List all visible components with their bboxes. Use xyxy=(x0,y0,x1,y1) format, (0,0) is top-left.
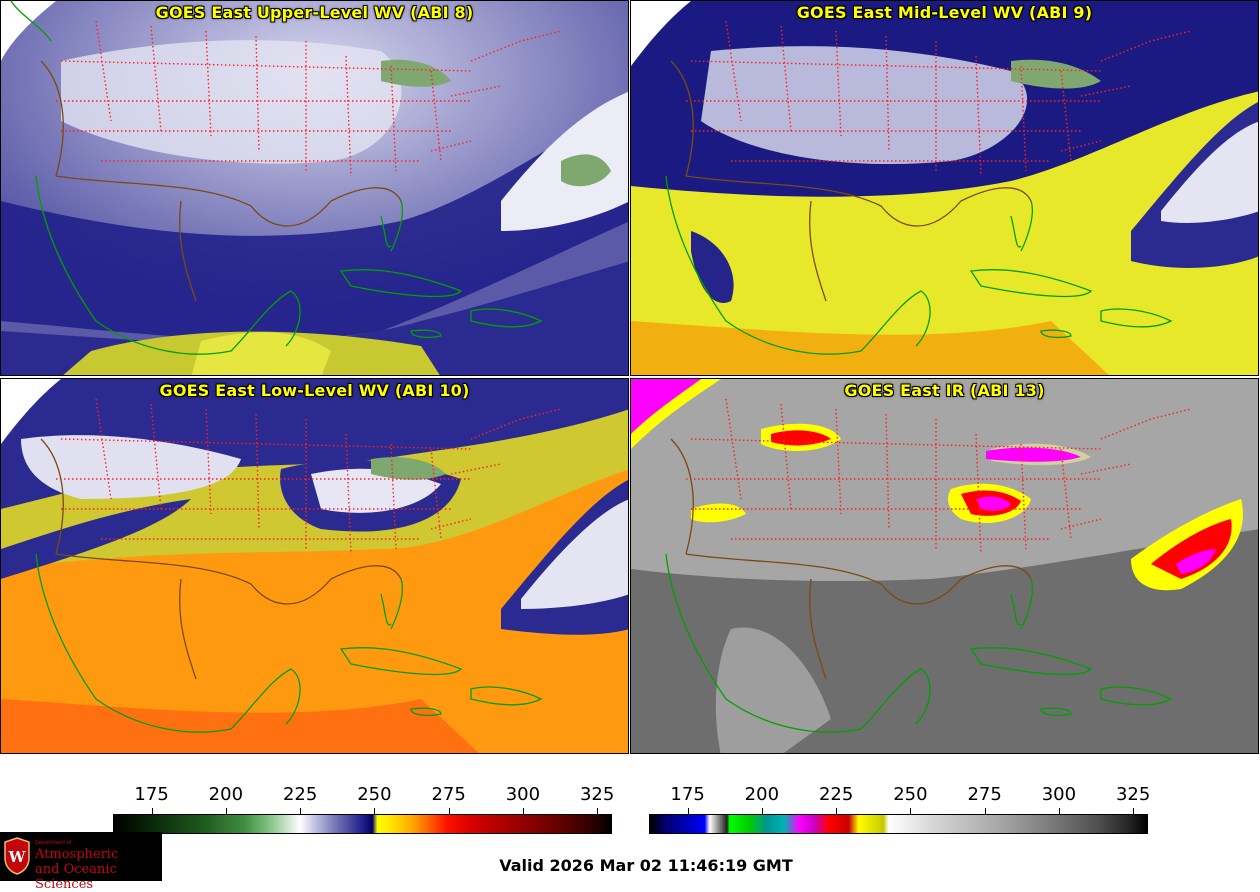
panel-upper-level-wv: GOES East Upper-Level WV (ABI 8) xyxy=(0,0,629,376)
colorbar-tick-mark xyxy=(1133,808,1135,814)
low-level-wv-coastlines xyxy=(35,438,543,733)
panel-title: GOES East Mid-Level WV (ABI 9) xyxy=(796,3,1093,22)
upper-level-wv-imagery xyxy=(1,1,628,375)
logo-department: Department of xyxy=(35,840,72,846)
colorbar-tick-label: 225 xyxy=(282,784,318,805)
colorbar-tick-mark xyxy=(448,808,450,814)
upper-level-wv-coastlines xyxy=(10,1,543,355)
colorbar-tick-mark xyxy=(984,808,986,814)
ir-colorbar-strip xyxy=(649,814,1148,834)
colorbar-tick-mark xyxy=(910,808,912,814)
colorbar-tick-mark xyxy=(374,808,376,814)
colorbar-tick-label: 275 xyxy=(431,784,466,805)
colorbar-tick-label: 300 xyxy=(1041,784,1077,805)
panel-title: GOES East Upper-Level WV (ABI 8) xyxy=(155,3,474,22)
colorbar-tick-mark xyxy=(522,808,524,814)
colorbar-tick-label: 275 xyxy=(967,784,1002,805)
colorbar-tick-mark xyxy=(687,808,689,814)
colorbar-tick-label: 175 xyxy=(134,784,169,805)
colorbar-tick-mark xyxy=(1058,808,1060,814)
mid-level-wv-imagery xyxy=(631,1,1258,375)
ir-colorbar: 175 200 225 250 275 300 325 xyxy=(649,780,1151,840)
svg-text:W: W xyxy=(8,848,27,866)
ir-colorbar-ticks: 175 200 225 250 275 300 325 xyxy=(649,780,1151,814)
valid-time: Valid 2026 Mar 02 11:46:19 GMT xyxy=(499,856,793,875)
uw-crest-icon: W xyxy=(4,837,30,875)
colorbar-tick-label: 175 xyxy=(670,784,705,805)
colorbar-tick-label: 325 xyxy=(1115,784,1151,805)
colorbar-tick-label: 325 xyxy=(579,784,615,805)
panel-title: GOES East Low-Level WV (ABI 10) xyxy=(159,381,470,400)
upper-level-wv-state-lines xyxy=(56,20,562,177)
colorbar-tick-label: 250 xyxy=(357,784,392,805)
colorbar-tick-label: 300 xyxy=(505,784,541,805)
wv-colorbar: 175 200 225 250 275 300 325 xyxy=(113,780,615,840)
low-level-wv-imagery xyxy=(1,379,628,753)
wv-colorbar-strip xyxy=(113,814,612,834)
mid-level-wv-state-lines xyxy=(686,20,1192,177)
low-level-wv-state-lines xyxy=(56,398,562,555)
colorbar-tick-mark xyxy=(225,808,227,814)
panel-ir: GOES East IR (ABI 13) xyxy=(630,378,1259,754)
mid-level-wv-coastlines xyxy=(665,60,1173,355)
wv-colorbar-ticks: 175 200 225 250 275 300 325 xyxy=(113,780,615,814)
panel-mid-level-wv: GOES East Mid-Level WV (ABI 9) xyxy=(630,0,1259,376)
colorbar-tick-label: 200 xyxy=(208,784,244,805)
colorbar-tick-mark xyxy=(151,808,153,814)
colorbar-tick-mark xyxy=(836,808,838,814)
logo-name-line1: Atmospheric xyxy=(35,847,119,862)
ir-state-lines xyxy=(686,398,1192,555)
colorbar-tick-mark xyxy=(300,808,302,814)
colorbar-tick-label: 200 xyxy=(744,784,780,805)
colorbar-tick-mark xyxy=(597,808,599,814)
panel-low-level-wv: GOES East Low-Level WV (ABI 10) xyxy=(0,378,629,754)
panel-title: GOES East IR (ABI 13) xyxy=(844,381,1045,400)
ir-coastlines xyxy=(665,438,1173,733)
colorbar-tick-label: 225 xyxy=(818,784,854,805)
colorbar-tick-label: 250 xyxy=(893,784,928,805)
colorbar-tick-mark xyxy=(761,808,763,814)
ir-imagery xyxy=(631,379,1258,753)
